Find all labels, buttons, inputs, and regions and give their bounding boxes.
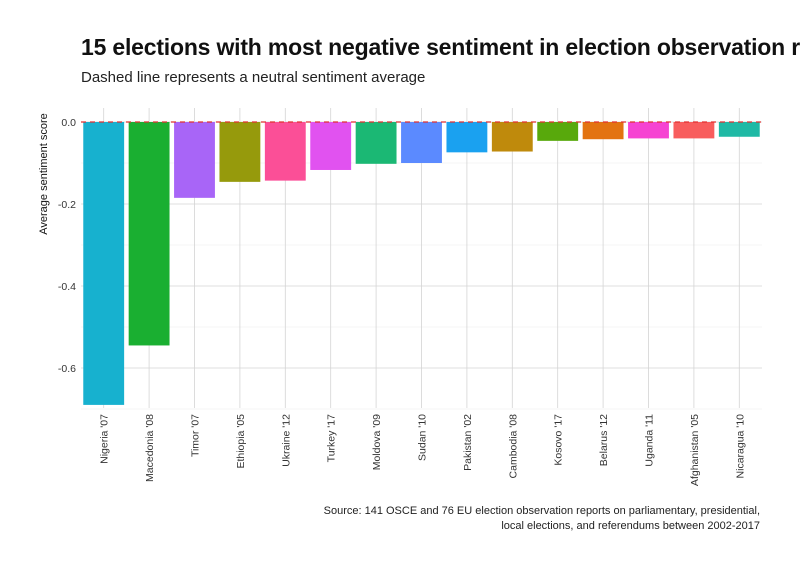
- x-tick-label: Macedonia '08: [144, 414, 156, 482]
- x-tick-label: Kosovo '17: [553, 414, 565, 466]
- y-tick-label: -0.4: [58, 281, 76, 293]
- y-tick-label: -0.6: [58, 363, 76, 375]
- x-tick-label: Ethiopia '05: [235, 414, 247, 469]
- bar: [446, 122, 488, 153]
- y-tick-label: 0.0: [61, 117, 76, 129]
- bar: [718, 122, 760, 137]
- x-tick-label: Sudan '10: [417, 414, 429, 461]
- caption-line-1: Source: 141 OSCE and 76 EU election obse…: [323, 505, 760, 517]
- x-tick-label: Uganda '11: [644, 414, 656, 467]
- x-axis-ticks: Nigeria '07 Macedonia '08 Timor '07 Ethiopi…: [99, 414, 747, 486]
- x-tick-label: Turkey '17: [326, 414, 338, 462]
- chart-subtitle: Dashed line represents a neutral sentime…: [81, 69, 426, 86]
- x-tick-label: Nigeria '07: [99, 414, 111, 464]
- chart-title: 15 elections with most negative sentimen…: [81, 34, 800, 60]
- bar: [310, 122, 352, 170]
- bar: [491, 122, 533, 152]
- bar: [537, 122, 579, 141]
- bars: [83, 122, 760, 405]
- bar: [219, 122, 261, 182]
- x-tick-label: Pakistan '02: [462, 414, 474, 471]
- bar: [128, 122, 170, 346]
- x-tick-label: Nicaragua '10: [734, 414, 746, 479]
- bar: [264, 122, 306, 181]
- y-axis-ticks: 0.0 -0.2 -0.4 -0.6: [58, 117, 76, 375]
- bar: [582, 122, 624, 140]
- x-tick-label: Ukraine '12: [280, 414, 292, 467]
- y-axis-label: Average sentiment score: [38, 113, 50, 234]
- x-tick-label: Cambodia '08: [507, 414, 519, 479]
- bar: [355, 122, 397, 164]
- bar: [83, 122, 125, 405]
- caption-line-2: local elections, and referendums between…: [501, 520, 760, 532]
- bar: [628, 122, 669, 139]
- x-tick-label: Afghanistan '05: [689, 414, 701, 486]
- chart-caption: Source: 141 OSCE and 76 EU election obse…: [324, 504, 760, 534]
- bar: [401, 122, 442, 163]
- bar: [673, 122, 715, 139]
- y-tick-label: -0.2: [58, 199, 76, 211]
- x-tick-label: Timor '07: [190, 414, 202, 457]
- x-tick-label: Moldova '09: [371, 414, 383, 470]
- bar: [174, 122, 215, 198]
- x-tick-label: Belarus '12: [598, 414, 610, 466]
